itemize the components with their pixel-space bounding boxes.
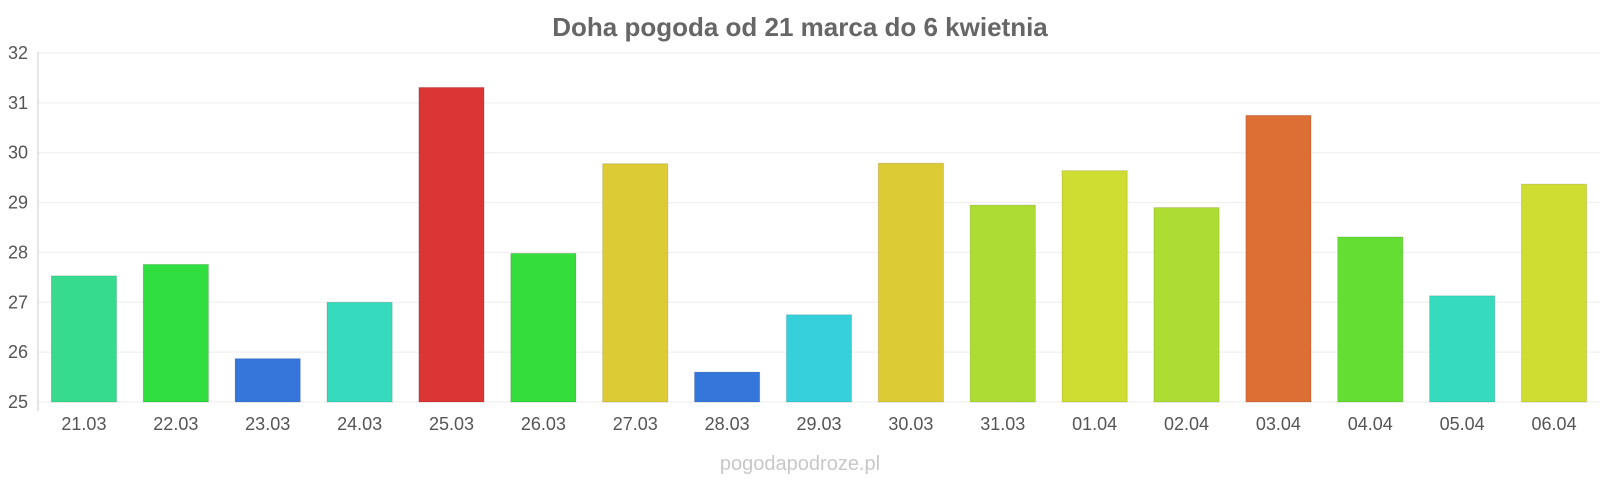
y-tick-label: 26	[8, 342, 28, 362]
x-tick-label: 29.03	[796, 414, 841, 434]
x-tick-label: 24.03	[337, 414, 382, 434]
y-tick-label: 25	[8, 392, 28, 412]
bar-26.03	[510, 252, 577, 403]
x-tick-label: 30.03	[888, 414, 933, 434]
bar-05.04	[1429, 295, 1496, 403]
x-tick-label: 03.04	[1256, 414, 1301, 434]
x-tick-label: 26.03	[521, 414, 566, 434]
x-tick-label: 21.03	[61, 414, 106, 434]
x-tick-label: 04.04	[1348, 414, 1393, 434]
x-tick-label: 02.04	[1164, 414, 1209, 434]
y-tick-label: 31	[8, 93, 28, 113]
bar-21.03	[50, 275, 118, 403]
bar-01.04	[1061, 170, 1128, 403]
y-tick-label: 28	[8, 242, 28, 262]
bar-04.04	[1337, 236, 1404, 403]
x-tick-label: 27.03	[613, 414, 658, 434]
y-tick-label: 30	[8, 143, 28, 163]
y-tick-label: 27	[8, 292, 28, 312]
x-axis-ticks: 21.03 22.03 23.03 24.03 25.03 26.03 27.03 28.03…	[61, 414, 1576, 434]
x-tick-label: 05.04	[1440, 414, 1485, 434]
bar-31.03	[969, 204, 1036, 403]
y-tick-label: 29	[8, 193, 28, 213]
bar-02.04	[1153, 207, 1220, 403]
bar-22.03	[142, 263, 209, 403]
bar-24.03	[326, 301, 393, 403]
bar-03.04	[1245, 114, 1312, 403]
x-tick-label: 23.03	[245, 414, 290, 434]
bar-23.03	[234, 358, 301, 403]
bar-27.03	[602, 163, 669, 403]
x-tick-label: 25.03	[429, 414, 474, 434]
chart-title: Doha pogoda od 21 marca do 6 kwietnia	[552, 12, 1048, 42]
bar-06.04	[1520, 183, 1588, 403]
grid-lines	[38, 52, 1600, 403]
x-tick-label: 28.03	[705, 414, 750, 434]
bar-30.03	[877, 162, 945, 403]
bars	[50, 86, 1588, 403]
y-axis-ticks: 25 26 27 28 29 30 31 32	[8, 43, 28, 412]
x-tick-label: 01.04	[1072, 414, 1117, 434]
y-tick-label: 32	[8, 43, 28, 63]
x-tick-label: 06.04	[1532, 414, 1577, 434]
x-tick-label: 31.03	[980, 414, 1025, 434]
bar-28.03	[693, 371, 761, 403]
watermark: pogodapodroze.pl	[720, 453, 880, 475]
bar-29.03	[785, 314, 853, 403]
x-tick-label: 22.03	[153, 414, 198, 434]
bar-25.03	[418, 86, 485, 403]
